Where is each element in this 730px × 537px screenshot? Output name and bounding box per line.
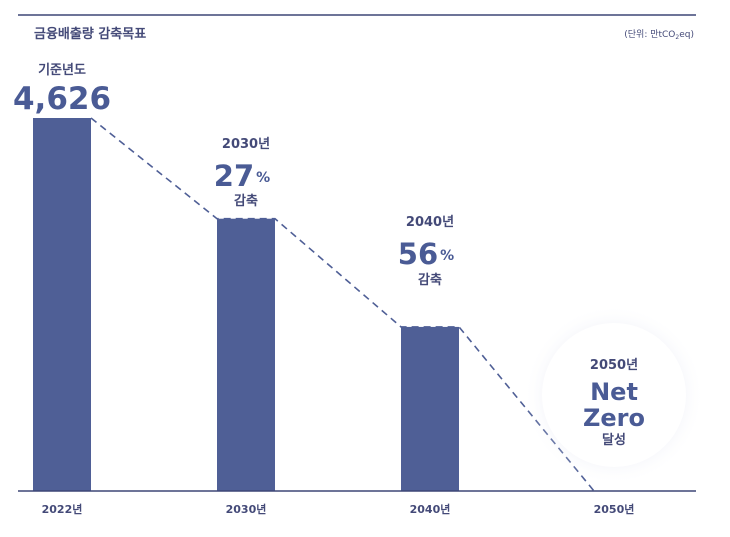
unit-label: (단위: 만tCO2eq): [624, 29, 694, 41]
label-2040-year: 2040년: [406, 215, 454, 230]
netzero-circle: [542, 323, 686, 467]
label-2022-value: 4,626: [13, 81, 111, 117]
label-2040-caption: 감축: [418, 272, 442, 288]
label-2030-year: 2030년: [222, 137, 270, 152]
label-2050-zero: Zero: [583, 404, 645, 432]
bar-2040: [401, 326, 459, 491]
trend-line: [90, 117, 595, 492]
x-tick-2050: 2050년: [594, 502, 635, 516]
label-2022-caption: 기준년도: [38, 63, 86, 78]
bar-2022: [33, 118, 91, 491]
label-2050-net: Net: [590, 378, 638, 406]
label-2040-percent: 56%: [398, 237, 454, 271]
label-2030-caption: 감축: [234, 193, 258, 209]
bar-2030: [217, 218, 275, 492]
x-tick-2022: 2022년: [42, 502, 83, 516]
label-2050-year: 2050년: [590, 358, 638, 373]
x-tick-2030: 2030년: [226, 502, 267, 516]
chart-title: 금융배출량 감축목표: [34, 26, 146, 42]
x-tick-2040: 2040년: [410, 502, 451, 516]
label-2030-percent: 27%: [214, 159, 270, 193]
label-2050-caption: 달성: [602, 433, 626, 448]
